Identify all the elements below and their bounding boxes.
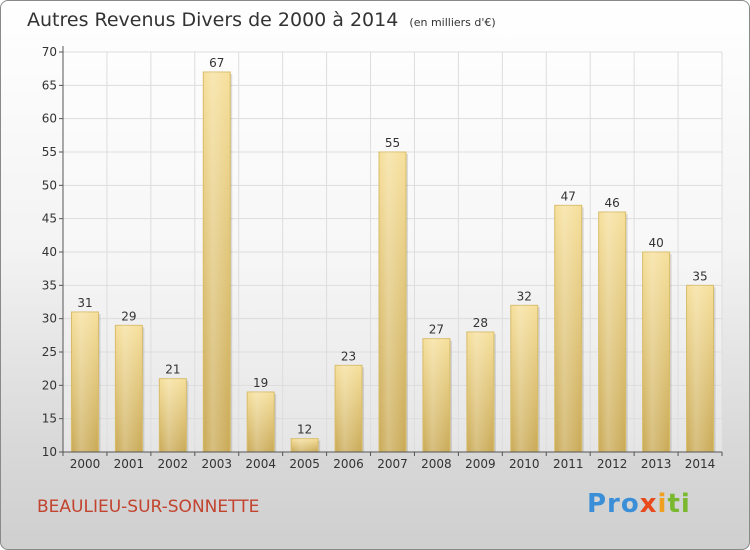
logo-part-3: i [657, 489, 668, 519]
x-tick-label: 2002 [158, 457, 189, 471]
x-tick-label: 2004 [245, 457, 276, 471]
x-tick-label: 2006 [333, 457, 364, 471]
bar-value-label: 23 [341, 349, 356, 363]
bar-highlight [379, 152, 406, 452]
bar-value-label: 46 [605, 196, 620, 210]
proxiti-logo[interactable]: Proxiti [587, 489, 691, 519]
y-tick-label: 60 [42, 112, 57, 126]
chart-subtitle: (en milliers d'€) [409, 16, 496, 29]
y-tick-label: 65 [42, 78, 57, 92]
bar-highlight [642, 252, 670, 452]
x-tick-label: 2010 [509, 457, 540, 471]
logo-part-2: x [639, 489, 658, 519]
bar-value-label: 67 [209, 56, 224, 70]
y-tick-label: 15 [42, 412, 57, 426]
bar-value-label: 29 [121, 309, 136, 323]
bar-highlight [203, 72, 231, 452]
bar-highlight [291, 438, 319, 452]
x-tick-label: 2011 [553, 457, 584, 471]
y-tick-label: 55 [42, 145, 57, 159]
chart-title-text: Autres Revenus Divers de 2000 à 2014 [27, 9, 399, 31]
y-tick-label: 30 [42, 312, 57, 326]
x-tick-label: 2007 [377, 457, 408, 471]
bar-value-label: 27 [429, 323, 444, 337]
x-tick-label: 2014 [685, 457, 716, 471]
bar-highlight [71, 312, 99, 452]
x-tick-label: 2008 [421, 457, 452, 471]
bar-highlight [510, 305, 538, 452]
bar-highlight [554, 205, 582, 452]
bar-value-label: 32 [517, 289, 532, 303]
bar-value-label: 31 [77, 296, 92, 310]
x-tick-label: 2012 [597, 457, 628, 471]
bar-highlight [115, 325, 143, 452]
bar-highlight [159, 378, 187, 452]
bar-value-label: 47 [561, 189, 576, 203]
chart-title: Autres Revenus Divers de 2000 à 2014 (en… [27, 9, 496, 31]
bar-value-label: 28 [473, 316, 488, 330]
x-tick-label: 2001 [114, 457, 145, 471]
bar-highlight [466, 332, 494, 452]
y-tick-label: 70 [42, 45, 57, 59]
bar-value-label: 12 [297, 423, 312, 437]
y-tick-label: 25 [42, 345, 57, 359]
bar-highlight [335, 365, 363, 452]
x-tick-label: 2003 [201, 457, 232, 471]
bar-highlight [598, 212, 626, 452]
bar-highlight [422, 338, 450, 452]
y-tick-label: 10 [42, 445, 57, 459]
bar-value-label: 55 [385, 136, 400, 150]
x-tick-label: 2000 [70, 457, 101, 471]
y-tick-label: 20 [42, 378, 57, 392]
bar-highlight [247, 392, 275, 452]
y-tick-label: 40 [42, 245, 57, 259]
y-tick-label: 35 [42, 278, 57, 292]
x-tick-label: 2013 [641, 457, 672, 471]
logo-part-1: Pro [587, 489, 640, 519]
bar-value-label: 35 [692, 269, 707, 283]
place-name: BEAULIEU-SUR-SONNETTE [37, 497, 260, 517]
bar-value-label: 40 [648, 236, 663, 250]
x-tick-label: 2009 [465, 457, 496, 471]
y-tick-label: 50 [42, 178, 57, 192]
bar-highlight [686, 285, 714, 452]
y-tick-label: 45 [42, 212, 57, 226]
bar-value-label: 19 [253, 376, 268, 390]
x-tick-label: 2005 [289, 457, 320, 471]
bar-value-label: 21 [165, 363, 180, 377]
logo-part-4: ti [667, 489, 691, 519]
